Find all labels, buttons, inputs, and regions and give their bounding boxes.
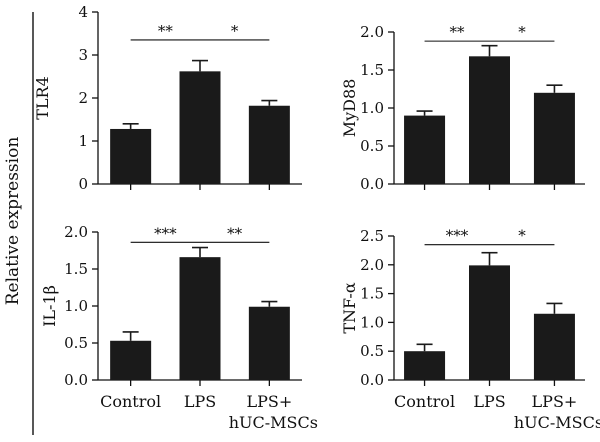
bar-2	[179, 71, 221, 184]
significance-label: **	[450, 23, 466, 41]
bar-3	[533, 313, 575, 380]
y-tick-label: 2.5	[360, 227, 384, 245]
y-tick-label: 4	[78, 3, 88, 21]
y-tick-label: 0	[78, 175, 88, 193]
shared-y-axis-title: Relative expression	[3, 137, 23, 306]
panel-y-label: IL-1β	[40, 285, 59, 327]
y-tick-label: 1.0	[360, 313, 384, 331]
y-tick-label: 2.0	[360, 23, 384, 41]
significance-label: **	[227, 224, 243, 242]
category-label: LPS+	[246, 392, 292, 411]
bar-3	[248, 105, 290, 184]
category-label: LPS	[184, 392, 216, 411]
category-label-line2: hUC-MSCs	[229, 413, 318, 432]
y-tick-label: 0.5	[64, 334, 88, 352]
significance-label: *	[231, 22, 239, 40]
y-tick-label: 0.5	[360, 137, 384, 155]
bar-1	[110, 128, 152, 184]
bar-3	[248, 306, 290, 380]
y-tick-label: 0.5	[360, 342, 384, 360]
category-label: Control	[100, 392, 161, 411]
category-label: Control	[394, 392, 455, 411]
bar-1	[404, 351, 446, 380]
bar-2	[469, 265, 510, 380]
y-tick-label: 1	[78, 132, 88, 150]
y-tick-label: 0.0	[360, 175, 384, 193]
bar-1	[110, 340, 152, 380]
significance-label: *	[518, 227, 526, 245]
y-tick-label: 0.0	[64, 371, 88, 389]
significance-label: *	[518, 23, 526, 41]
bar-2	[179, 257, 221, 380]
y-tick-label: 1.5	[360, 285, 384, 303]
category-label: LPS	[473, 392, 505, 411]
panel-y-label: TLR4	[33, 76, 52, 120]
bar-2	[469, 56, 510, 184]
y-tick-label: 1.0	[64, 297, 88, 315]
significance-label: ***	[154, 224, 177, 242]
y-tick-label: 2.0	[64, 223, 88, 241]
y-tick-label: 1.0	[360, 99, 384, 117]
y-tick-label: 2	[78, 89, 88, 107]
bar-3	[533, 92, 575, 184]
bar-1	[404, 115, 446, 184]
panel-y-label: TNF-α	[340, 282, 359, 333]
category-label-line2: hUC-MSCs	[514, 413, 600, 432]
category-labels-group: Control LPS LPS+ hUC-MSCs Control LPS LPS+ hUC-…	[100, 392, 600, 432]
panel-y-label: MyD88	[340, 79, 359, 138]
y-tick-label: 0.0	[360, 371, 384, 389]
y-tick-label: 2.0	[360, 256, 384, 274]
significance-label: ***	[446, 227, 469, 245]
y-tick-label: 1.5	[64, 260, 88, 278]
panel-3: 0.00.51.01.52.0IL-1β*** **	[40, 223, 302, 389]
y-tick-label: 1.5	[360, 61, 384, 79]
y-tick-label: 3	[78, 46, 88, 64]
category-label: LPS+	[532, 392, 578, 411]
significance-label: **	[158, 22, 174, 40]
